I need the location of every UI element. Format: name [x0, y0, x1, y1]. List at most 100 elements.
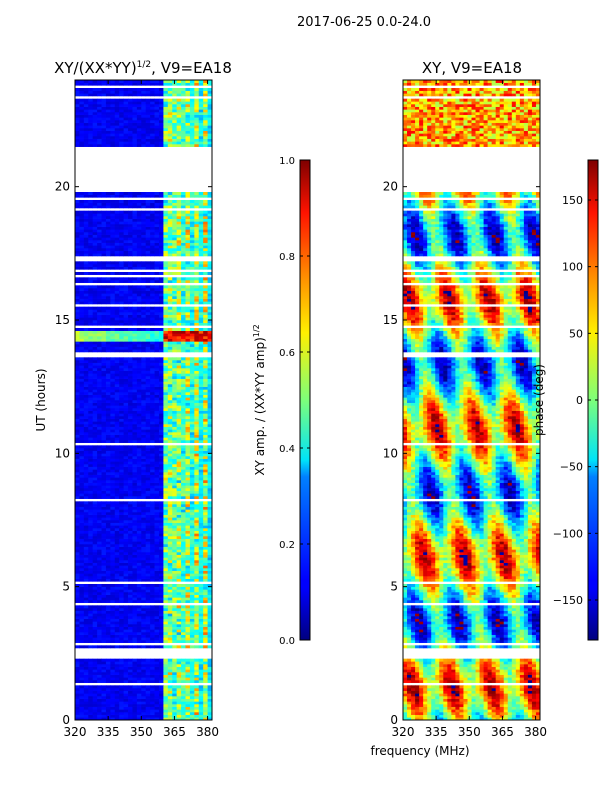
heatmap-cell [83, 634, 89, 638]
heatmap-cell [97, 568, 102, 571]
heatmap-cell [185, 618, 191, 622]
heatmap-cell [128, 280, 133, 283]
heatmap-cell [172, 626, 178, 630]
heatmap-cell [154, 482, 160, 486]
heatmap-cell [145, 344, 151, 347]
heatmap-cell [163, 597, 169, 601]
heatmap-cell [114, 506, 120, 510]
heatmap-cell [88, 266, 94, 270]
heatmap-cell [185, 360, 191, 363]
heatmap-cell [75, 530, 80, 534]
heatmap-cell [145, 389, 151, 393]
heatmap-cell [75, 418, 80, 422]
heatmap-cell [158, 272, 164, 275]
heatmap-cell [92, 637, 98, 641]
heatmap-cell [163, 298, 169, 302]
heatmap-cell [128, 514, 133, 518]
heatmap-cell [128, 389, 133, 393]
heatmap-cell [150, 645, 155, 649]
heatmap-cell [198, 517, 204, 521]
heatmap-cell [203, 392, 208, 395]
heatmap-cell [145, 400, 151, 403]
heatmap-cell [101, 520, 107, 523]
heatmap-cell [79, 437, 85, 441]
heatmap-cell [150, 418, 155, 422]
heatmap-cell [158, 298, 164, 302]
heatmap-cell [189, 410, 195, 414]
heatmap-cell [123, 674, 129, 678]
heatmap-cell [198, 456, 204, 459]
heatmap-cell [97, 250, 102, 254]
heatmap-cell [189, 560, 195, 563]
heatmap-cell [203, 242, 208, 246]
heatmap-cell [128, 341, 133, 345]
heatmap-cell [132, 306, 138, 310]
heatmap-cell [141, 698, 147, 702]
heatmap-cell [83, 573, 89, 577]
heatmap-cell [128, 698, 133, 702]
heatmap-cell [154, 333, 160, 337]
heatmap-cell [194, 434, 200, 438]
heatmap-cell [203, 658, 208, 662]
heatmap-cell [128, 480, 133, 483]
heatmap-cell [198, 344, 204, 347]
heatmap-cell [119, 496, 125, 499]
heatmap-cell [167, 386, 173, 390]
heatmap-cell [110, 272, 116, 275]
heatmap-cell [145, 600, 151, 603]
heatmap-cell [163, 546, 169, 550]
heatmap-cell [92, 253, 98, 257]
heatmap-cell [154, 610, 160, 614]
heatmap-cell [189, 504, 195, 507]
heatmap-cell [132, 554, 138, 558]
heatmap-cell [141, 437, 147, 441]
heatmap-cell [75, 373, 80, 377]
heatmap-cell [141, 693, 147, 697]
heatmap-cell [97, 701, 102, 705]
heatmap-cell [119, 272, 125, 275]
heatmap-cell [145, 288, 151, 291]
heatmap-cell [83, 610, 89, 614]
heatmap-cell [101, 365, 107, 369]
heatmap-cell [114, 530, 120, 534]
heatmap-cell [119, 706, 125, 710]
heatmap-cell [114, 288, 120, 291]
heatmap-cell [181, 266, 186, 270]
heatmap-cell [83, 330, 89, 334]
heatmap-cell [150, 317, 155, 321]
heatmap-cell [198, 586, 204, 590]
heatmap-cell [83, 666, 89, 670]
heatmap-cell [105, 554, 111, 558]
heatmap-cell [167, 690, 173, 694]
heatmap-cell [198, 658, 204, 662]
heatmap-cell [154, 541, 160, 545]
heatmap-cell [92, 509, 98, 513]
heatmap-cell [132, 488, 138, 491]
heatmap-cell [128, 426, 133, 430]
heatmap-cell [158, 413, 164, 417]
heatmap-cell [198, 610, 204, 614]
heatmap-cell [194, 413, 200, 417]
heatmap-cell [141, 594, 147, 598]
heatmap-cell [150, 477, 155, 481]
heatmap-cell [141, 277, 147, 281]
heatmap-cell [154, 554, 160, 558]
heatmap-cell [97, 578, 102, 582]
heatmap-cell [123, 541, 129, 545]
heatmap-cell [83, 626, 89, 630]
heatmap-cell [203, 461, 208, 465]
heatmap-cell [158, 680, 164, 683]
heatmap-cell [158, 509, 164, 513]
heatmap-cell [128, 712, 133, 715]
heatmap-cell [110, 592, 116, 595]
heatmap-cell [167, 557, 173, 561]
heatmap-cell [158, 605, 164, 609]
heatmap-cell [207, 704, 213, 707]
heatmap-cell [83, 618, 89, 622]
heatmap-cell [203, 624, 208, 627]
heatmap-cell [114, 666, 120, 670]
heatmap-cell [181, 594, 186, 598]
heatmap-cell [110, 568, 116, 571]
heatmap-cell [176, 240, 182, 243]
heatmap-cell [172, 578, 178, 582]
